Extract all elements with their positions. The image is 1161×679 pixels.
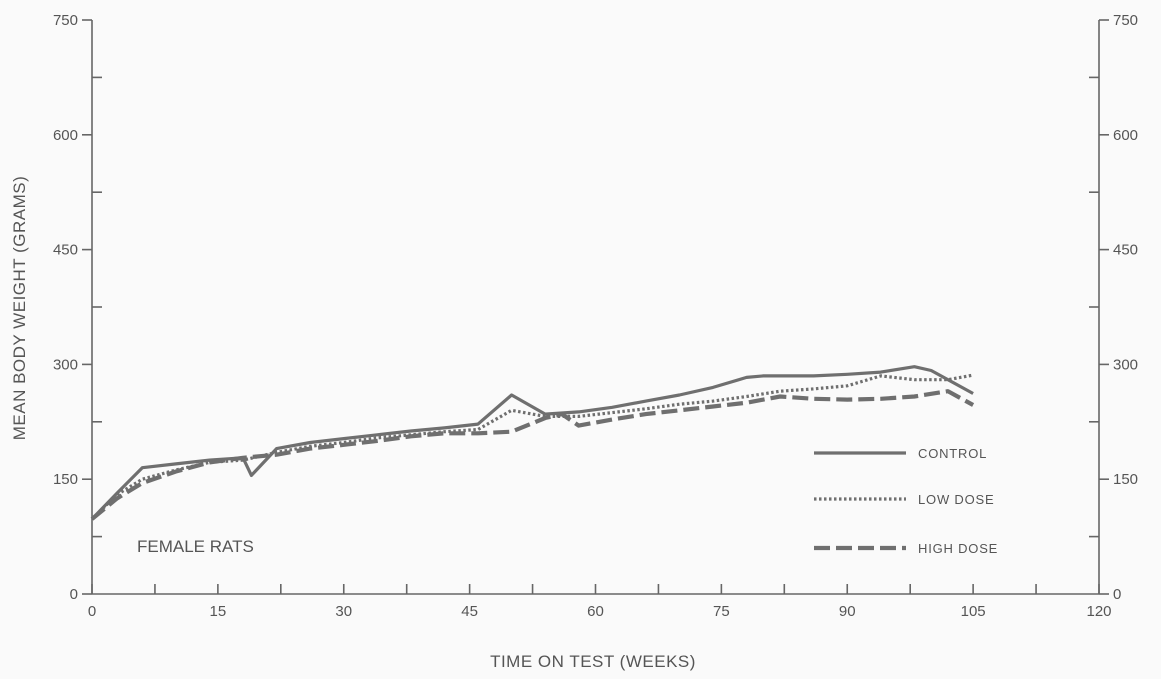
series-layer [90, 365, 975, 521]
x-tick-label: 0 [88, 603, 96, 620]
series-line-low-dose [90, 373, 974, 521]
y-tick-label-left: 750 [53, 12, 78, 29]
x-tick-label: 105 [961, 603, 986, 620]
x-tick-label: 60 [587, 603, 604, 620]
legend: CONTROL LOW DOSE HIGH DOSE [814, 446, 998, 556]
y-tick-label-left: 300 [53, 356, 78, 373]
series-line-control [90, 365, 974, 521]
legend-label-control: CONTROL [918, 446, 987, 461]
legend-label-low-dose: LOW DOSE [918, 492, 994, 507]
y-tick-label-right: 450 [1113, 242, 1138, 259]
y-tick-label-right: 750 [1113, 12, 1138, 29]
y-tick-label-left: 600 [53, 127, 78, 144]
y-tick-label-left: 150 [53, 471, 78, 488]
annotation-female-rats: FEMALE RATS [137, 537, 254, 556]
x-tick-label: 15 [210, 603, 227, 620]
x-tick-label: 75 [713, 603, 730, 620]
x-tick-label: 120 [1086, 603, 1111, 620]
axes [91, 20, 1100, 595]
y-tick-label-left: 0 [70, 586, 78, 603]
tick-marks [82, 19, 1109, 595]
y-tick-label-right: 150 [1113, 471, 1138, 488]
y-tick-label-right: 600 [1113, 127, 1138, 144]
x-axis-title: TIME ON TEST (WEEKS) [490, 652, 696, 671]
series-line-high-dose [90, 389, 975, 521]
x-tick-label: 30 [335, 603, 352, 620]
y-tick-label-left: 450 [53, 242, 78, 259]
y-axis-title: MEAN BODY WEIGHT (GRAMS) [10, 176, 29, 441]
y-tick-label-right: 0 [1113, 586, 1121, 603]
y-tick-label-right: 300 [1113, 356, 1138, 373]
x-tick-label: 45 [461, 603, 478, 620]
legend-label-high-dose: HIGH DOSE [918, 541, 998, 556]
x-tick-label: 90 [839, 603, 856, 620]
